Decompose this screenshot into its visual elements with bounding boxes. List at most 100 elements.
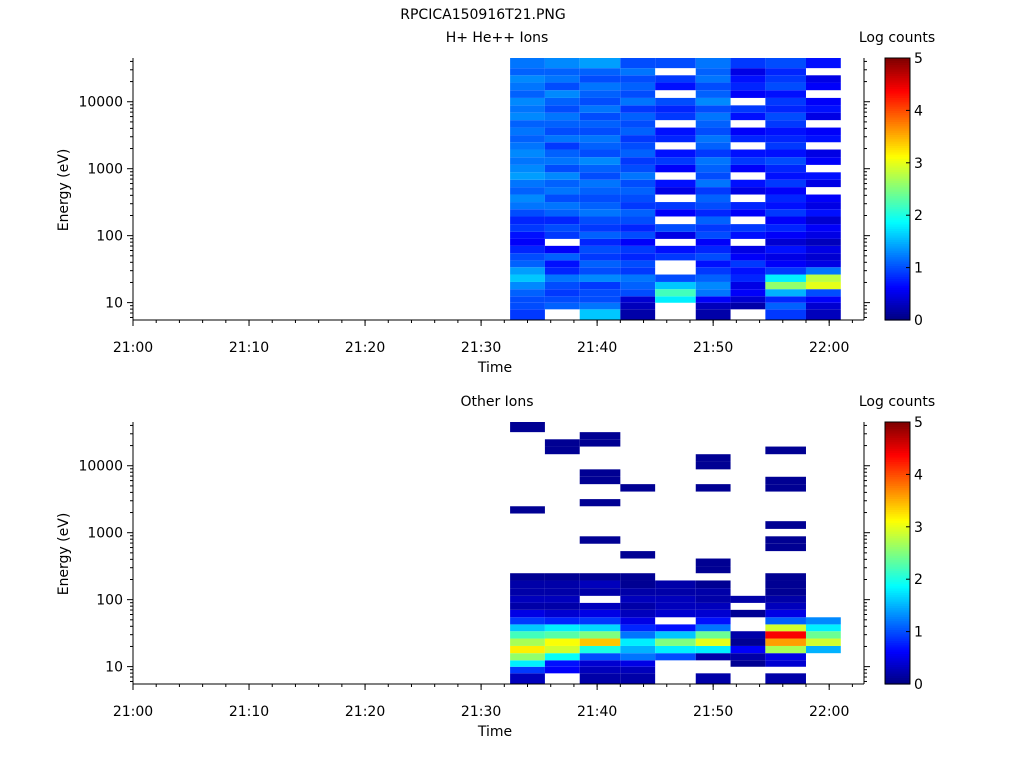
colorbar-segment — [885, 587, 910, 591]
heatmap-cell — [544, 617, 580, 625]
x-tick-label: 21:40 — [577, 704, 617, 720]
heatmap-cell — [544, 245, 580, 254]
heatmap-cell — [730, 58, 766, 69]
heatmap-cell — [510, 105, 545, 113]
colorbar-tick-label: 3 — [914, 520, 923, 536]
heatmap-cell — [765, 172, 806, 180]
heatmap-cell — [695, 120, 731, 128]
heatmap-cell — [620, 302, 656, 310]
heatmap-cell — [730, 595, 766, 603]
heatmap-cell — [579, 653, 621, 661]
heatmap-cell — [655, 164, 696, 173]
colorbar-segment — [885, 73, 910, 77]
heatmap-cell — [620, 149, 656, 158]
heatmap-cell — [730, 289, 766, 297]
colorbar-segment — [885, 302, 910, 306]
heatmap-cell — [765, 602, 806, 610]
heatmap-cell — [544, 580, 580, 589]
colorbar-segment — [885, 548, 910, 552]
heatmap-cell — [544, 274, 580, 282]
colorbar-segment — [885, 213, 910, 216]
heatmap-cell — [765, 82, 806, 91]
heatmap-cell — [695, 274, 731, 282]
heatmap-cell — [805, 231, 841, 239]
heatmap-cell — [510, 645, 545, 654]
heatmap-cell — [695, 260, 731, 268]
heatmap-cell — [655, 231, 696, 239]
heatmap-cell — [544, 75, 580, 83]
colorbar-segment — [885, 143, 910, 146]
colorbar-segment — [885, 298, 910, 301]
colorbar: 0 1 2 3 4 5 — [884, 415, 923, 693]
heatmap-cell — [620, 484, 656, 492]
heatmap-cell — [510, 149, 545, 158]
heatmap-cell — [510, 296, 545, 303]
colorbar-segment — [885, 633, 910, 637]
heatmap-cell — [730, 68, 766, 76]
heatmap-cell — [620, 638, 656, 646]
colorbar-segment — [885, 673, 910, 676]
heatmap-cell — [544, 631, 580, 639]
heatmap-cell — [695, 105, 731, 113]
heatmap-cell — [765, 209, 806, 217]
heatmap-cell — [579, 172, 621, 180]
panel-other-ions: Other Ions Log counts Time Energy (eV) 2… — [56, 394, 935, 740]
colorbar-segment — [885, 448, 910, 451]
heatmap-cell — [765, 112, 806, 121]
colorbar-segment — [885, 306, 910, 310]
heatmap-cell — [579, 187, 621, 195]
heatmap-cell — [620, 245, 656, 254]
heatmap-cell — [765, 179, 806, 188]
heatmap-cell — [579, 609, 621, 618]
colorbar-segment — [885, 304, 910, 308]
heatmap-cell — [765, 476, 806, 485]
heatmap-cell — [765, 484, 806, 492]
heatmap-cell — [655, 609, 696, 618]
x-axis-label: Time — [477, 360, 512, 376]
heatmap-cell — [805, 624, 841, 632]
colorbar-segment — [885, 300, 910, 304]
colorbar-segment — [885, 649, 910, 652]
colorbar-segment — [885, 500, 910, 504]
colorbar-segment — [885, 149, 910, 153]
colorbar-segment — [885, 195, 910, 199]
heatmap-cell — [805, 289, 841, 297]
heatmap-cell — [544, 289, 580, 297]
heatmap-cell — [805, 216, 841, 225]
colorbar-segment — [885, 156, 910, 160]
y-tick-label: 100 — [96, 593, 123, 609]
colorbar-segment — [885, 646, 910, 650]
colorbar-frame — [884, 57, 911, 321]
heatmap-cell — [765, 521, 806, 529]
heatmap-cell — [730, 253, 766, 261]
heatmap-cell — [579, 260, 621, 268]
colorbar-segment — [885, 215, 910, 218]
colorbar-segment — [885, 208, 910, 212]
heatmap-cell — [655, 638, 696, 646]
heatmap-cell — [510, 422, 545, 433]
colorbar-segment — [885, 86, 910, 90]
colorbar-segment — [885, 489, 910, 493]
colorbar-segment — [885, 662, 910, 665]
colorbar-segment — [885, 424, 910, 427]
colorbar-segment — [885, 252, 910, 256]
colorbar-segment — [885, 193, 910, 197]
colorbar-segment — [885, 291, 910, 295]
colorbar-segment — [885, 476, 910, 480]
heatmap-cell — [510, 573, 545, 581]
colorbar-segment — [885, 474, 910, 478]
heatmap-cell — [620, 209, 656, 217]
heatmap-cell — [620, 179, 656, 188]
colorbar-segment — [885, 609, 910, 613]
colorbar-segment — [885, 437, 910, 441]
colorbar-segment — [885, 456, 910, 460]
heatmap-cell — [655, 296, 696, 303]
heatmap-cell — [510, 112, 545, 121]
heatmap-cell — [765, 58, 806, 69]
heatmap-cell — [655, 179, 696, 188]
heatmap-cell — [695, 97, 731, 106]
heatmap-cell — [695, 673, 731, 684]
x-tick-label: 21:50 — [693, 340, 733, 356]
heatmap-cell — [765, 135, 806, 143]
heatmap-cell — [620, 588, 656, 596]
